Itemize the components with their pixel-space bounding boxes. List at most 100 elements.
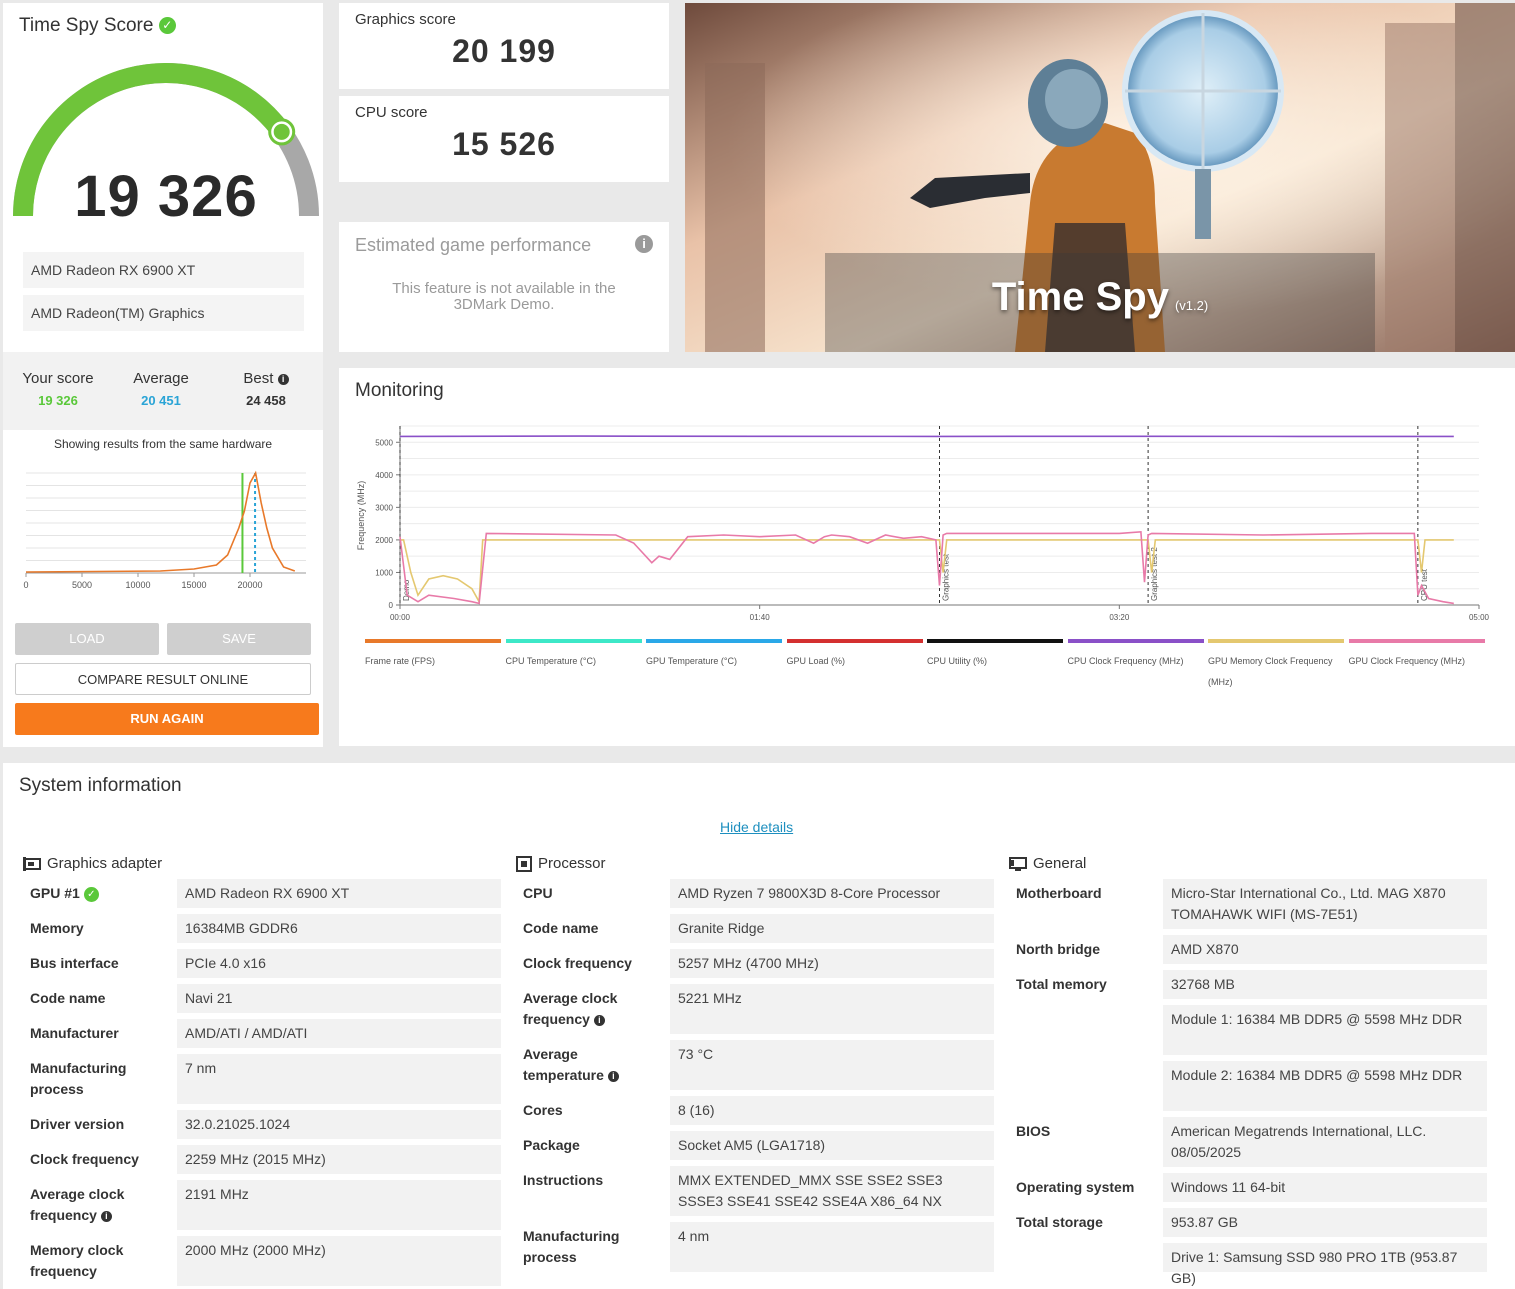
- legend-item[interactable]: CPU Utility (%): [927, 639, 1063, 672]
- legend-item[interactable]: GPU Clock Frequency (MHz): [1348, 639, 1485, 672]
- cpu-score-label: CPU score: [355, 104, 428, 121]
- info-icon[interactable]: i: [635, 235, 653, 253]
- info-label-text: Cores: [523, 1102, 563, 1118]
- y-tick-label: 0: [389, 601, 394, 610]
- showing-results-text: Showing results from the same hardware: [53, 437, 273, 451]
- legend-item[interactable]: CPU Temperature (°C): [505, 639, 642, 672]
- info-label: GPU #1 ✓: [30, 883, 160, 904]
- info-value: 32768 MB: [1163, 970, 1487, 999]
- legend-item[interactable]: Frame rate (FPS): [365, 639, 501, 672]
- info-value: AMD X870: [1163, 935, 1487, 964]
- estimated-performance-title: Estimated game performance: [355, 235, 592, 255]
- average-score-label: Average: [133, 370, 189, 387]
- info-label: Total memory: [1016, 974, 1146, 995]
- info-value: Drive 1: Samsung SSD 980 PRO 1TB (953.87…: [1163, 1243, 1487, 1286]
- gauge-fill: [13, 62, 290, 217]
- legend-item[interactable]: GPU Load (%): [786, 639, 923, 672]
- x-tick-label: 5000: [72, 580, 92, 590]
- info-label: CPU: [523, 883, 653, 904]
- check-icon: ✓: [158, 17, 176, 35]
- info-icon[interactable]: i: [607, 1070, 619, 1082]
- score-title-text: Time Spy Score: [19, 15, 154, 36]
- info-label-text: North bridge: [1016, 941, 1100, 957]
- info-value: 2000 MHz (2000 MHz): [177, 1236, 501, 1286]
- hero-title-text: Time Spy: [991, 275, 1169, 319]
- info-icon[interactable]: i: [277, 373, 289, 385]
- average-score: Average 20 451: [111, 370, 211, 408]
- info-label-text: Operating system: [1016, 1179, 1135, 1195]
- info-label: Total storage: [1016, 1212, 1146, 1233]
- monitor-icon: [1009, 856, 1027, 871]
- score-gauge: [13, 62, 319, 217]
- info-value: Module 1: 16384 MB DDR5 @ 5598 MHz DDR: [1163, 1005, 1487, 1055]
- hide-details-link[interactable]: Hide details: [720, 819, 794, 835]
- info-label: Bus interface: [30, 953, 160, 974]
- hardware-igpu: AMD Radeon(TM) Graphics: [23, 295, 304, 331]
- graphics-score-label: Graphics score: [355, 11, 456, 28]
- graphics-adapter-title: Graphics adapter: [47, 855, 163, 872]
- x-tick-label: 10000: [125, 580, 150, 590]
- info-label: Code name: [30, 988, 160, 1009]
- info-label: Motherboard: [1016, 883, 1146, 904]
- info-label: Clock frequency: [523, 953, 653, 974]
- info-icon[interactable]: i: [100, 1210, 112, 1222]
- best-score-label-text: Best: [243, 370, 274, 387]
- processor-section: Processor: [516, 855, 606, 873]
- legend-item[interactable]: GPU Temperature (°C): [646, 639, 782, 672]
- monitoring-chart: 0 1000 2000 3000 4000 5000 00:00 01:40 03:20 05:0…: [356, 425, 1490, 622]
- legend-label: GPU Load (%): [786, 656, 846, 666]
- info-label: Driver version: [30, 1114, 160, 1135]
- x-tick-label: 15000: [181, 580, 206, 590]
- legend-item[interactable]: CPU Clock Frequency (MHz): [1067, 639, 1204, 672]
- graphics-card-icon: [23, 857, 41, 872]
- average-score-value: 20 451: [141, 393, 181, 408]
- legend-swatch: [786, 639, 923, 643]
- info-value: 8 (16): [670, 1096, 994, 1125]
- compare-online-button[interactable]: COMPARE RESULT ONLINE: [15, 663, 311, 695]
- main-score: 19 326: [74, 164, 258, 229]
- info-value: 2191 MHz: [177, 1180, 501, 1230]
- save-button[interactable]: SAVE: [167, 623, 311, 655]
- info-value: 953.87 GB: [1163, 1208, 1487, 1237]
- info-value: PCIe 4.0 x16: [177, 949, 501, 978]
- score-compare: Your score 19 326 Average 20 451 Best i …: [3, 352, 323, 430]
- run-again-button[interactable]: RUN AGAIN: [15, 703, 319, 735]
- legend-swatch: [1208, 639, 1344, 643]
- distribution-grid: [26, 472, 306, 574]
- series-line: [399, 530, 1454, 605]
- info-label-text: Memory: [30, 920, 84, 936]
- best-score-value: 24 458: [246, 393, 286, 408]
- monitoring-phases: Demo Graphics test Graphics test 2 CPU test: [399, 426, 1429, 605]
- monitoring-card: Monitoring 0 1000 2000 3000 4000 5000 00:00 01:…: [339, 368, 1515, 746]
- hardware-gpu: AMD Radeon RX 6900 XT: [23, 252, 304, 288]
- info-value: MMX EXTENDED_MMX SSE SSE2 SSE3 SSSE3 SSE…: [670, 1166, 994, 1216]
- general-section: General: [1009, 855, 1086, 872]
- legend-label: Frame rate (FPS): [365, 656, 436, 666]
- series-line: [400, 539, 1454, 605]
- info-label-text: Motherboard: [1016, 885, 1102, 901]
- system-info-title: System information: [19, 775, 182, 796]
- x-tick-label: 20000: [237, 580, 262, 590]
- info-value: 4 nm: [670, 1222, 994, 1272]
- legend-swatch: [365, 639, 501, 643]
- legend-item[interactable]: GPU Memory Clock Frequency (MHz): [1208, 639, 1344, 693]
- info-value: Granite Ridge: [670, 914, 994, 943]
- score-card: Time Spy Score ✓ 19 326 AMD Radeon RX 69…: [3, 3, 323, 747]
- info-label-text: Code name: [30, 990, 106, 1006]
- info-value: Socket AM5 (LGA1718): [670, 1131, 994, 1160]
- legend-label: CPU Utility (%): [927, 656, 987, 666]
- info-label: North bridge: [1016, 939, 1146, 960]
- info-label: BIOS: [1016, 1121, 1146, 1142]
- info-label-text: Manufacturer: [30, 1025, 119, 1041]
- info-label: Package: [523, 1135, 653, 1156]
- info-icon[interactable]: i: [593, 1014, 605, 1026]
- x-tick-label: 05:00: [1469, 613, 1490, 622]
- general-title: General: [1033, 855, 1087, 872]
- legend-swatch: [1348, 639, 1485, 643]
- info-label-text: Bus interface: [30, 955, 119, 971]
- legend-swatch: [505, 639, 642, 643]
- x-tick-label: 0: [23, 580, 28, 590]
- load-button[interactable]: LOAD: [15, 623, 159, 655]
- info-label: Operating system: [1016, 1177, 1146, 1198]
- best-score-label: Best i: [216, 370, 316, 387]
